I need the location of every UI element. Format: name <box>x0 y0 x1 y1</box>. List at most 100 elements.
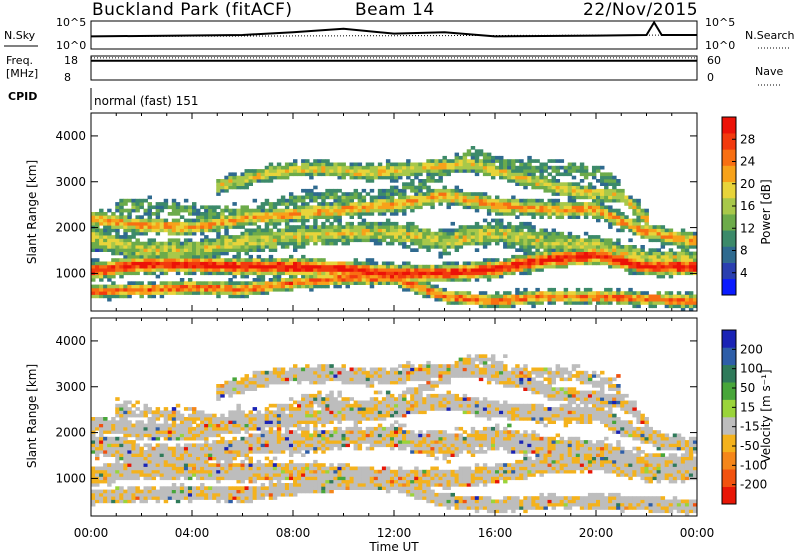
heatmap-cell <box>224 387 228 391</box>
heatmap-cell <box>192 212 196 216</box>
heatmap-cell <box>192 486 196 490</box>
heatmap-cell <box>515 268 519 272</box>
heatmap-cell <box>240 453 244 457</box>
heatmap-cell <box>204 476 208 480</box>
heatmap-cell <box>632 229 636 233</box>
heatmap-cell <box>321 235 325 239</box>
heatmap-cell <box>337 205 341 209</box>
heatmap-cell <box>281 172 285 176</box>
heatmap-cell <box>580 212 584 216</box>
heatmap-cell <box>539 229 543 233</box>
heatmap-cell <box>531 179 535 183</box>
heatmap-cell <box>426 288 430 292</box>
beam-title: Beam 14 <box>355 0 435 20</box>
heatmap-cell <box>220 262 224 266</box>
heatmap-cell <box>661 271 665 275</box>
heatmap-cell <box>455 291 459 295</box>
heatmap-cell <box>487 265 491 269</box>
heatmap-cell <box>309 285 313 289</box>
heatmap-cell <box>657 255 661 259</box>
heatmap-cell <box>156 232 160 236</box>
heatmap-cell <box>115 285 119 289</box>
heatmap-cell <box>95 440 99 444</box>
heatmap-cell <box>160 209 164 213</box>
heatmap-cell <box>99 265 103 269</box>
heatmap-cell <box>636 248 640 252</box>
heatmap-cell <box>192 252 196 256</box>
heatmap-cell <box>669 235 673 239</box>
heatmap-cell <box>653 265 657 269</box>
heatmap-cell <box>612 298 616 302</box>
heatmap-cell <box>378 166 382 170</box>
heatmap-cell <box>212 229 216 233</box>
heatmap-cell <box>358 196 362 200</box>
heatmap-cell <box>160 225 164 229</box>
heatmap-cell <box>301 268 305 272</box>
heatmap-cell <box>144 258 148 262</box>
heatmap-cell <box>406 202 410 206</box>
heatmap-cell <box>640 265 644 269</box>
heatmap-cell <box>402 235 406 239</box>
heatmap-cell <box>463 235 467 239</box>
heatmap-cell <box>422 245 426 249</box>
heatmap-cell <box>426 242 430 246</box>
heatmap-cell <box>95 420 99 424</box>
heatmap-cell <box>164 427 168 431</box>
heatmap-cell <box>354 205 358 209</box>
heatmap-cell <box>99 443 103 447</box>
heatmap-cell <box>240 295 244 299</box>
heatmap-cell <box>564 212 568 216</box>
heatmap-cell <box>160 271 164 275</box>
heatmap-cell <box>253 262 257 266</box>
heatmap-cell <box>366 169 370 173</box>
heatmap-cell <box>382 196 386 200</box>
heatmap-cell <box>180 291 184 295</box>
heatmap-cell <box>301 163 305 167</box>
heatmap-cell <box>539 298 543 302</box>
heatmap-cell <box>632 222 636 226</box>
heatmap-cell <box>127 248 131 252</box>
heatmap-cell <box>148 473 152 477</box>
heatmap-cell <box>168 434 172 438</box>
heatmap-cell <box>285 285 289 289</box>
heatmap-cell <box>459 298 463 302</box>
heatmap-cell <box>511 295 515 299</box>
heatmap-cell <box>160 450 164 454</box>
heatmap-cell <box>503 232 507 236</box>
heatmap-cell <box>236 443 240 447</box>
heatmap-cell <box>257 447 261 451</box>
heatmap-cell <box>556 189 560 193</box>
heatmap-cell <box>596 209 600 213</box>
heatmap-cell <box>281 271 285 275</box>
heatmap-cell <box>438 189 442 193</box>
heatmap-cell <box>370 285 374 289</box>
heatmap-cell <box>422 196 426 200</box>
heatmap-cell <box>200 443 204 447</box>
heatmap-cell <box>430 278 434 282</box>
heatmap-cell <box>398 268 402 272</box>
heatmap-cell <box>640 219 644 223</box>
heatmap-cell <box>236 219 240 223</box>
heatmap-cell <box>160 265 164 269</box>
y-tick-label: 1000 <box>55 266 86 280</box>
heatmap-cell <box>273 172 277 176</box>
heatmap-cell <box>402 182 406 186</box>
heatmap-cell <box>180 447 184 451</box>
heatmap-cell <box>596 205 600 209</box>
heatmap-cell <box>333 209 337 213</box>
heatmap-cell <box>422 285 426 289</box>
heatmap-cell <box>200 493 204 497</box>
heatmap-cell <box>99 262 103 266</box>
heatmap-cell <box>257 215 261 219</box>
heatmap-cell <box>556 205 560 209</box>
heatmap-cell <box>527 232 531 236</box>
heatmap-cell <box>479 271 483 275</box>
heatmap-cell <box>519 238 523 242</box>
heatmap-cell <box>503 159 507 163</box>
heatmap-cell <box>398 232 402 236</box>
heatmap-cell <box>192 285 196 289</box>
heatmap-cell <box>346 278 350 282</box>
heatmap-cell <box>552 186 556 190</box>
heatmap-cell <box>499 229 503 233</box>
